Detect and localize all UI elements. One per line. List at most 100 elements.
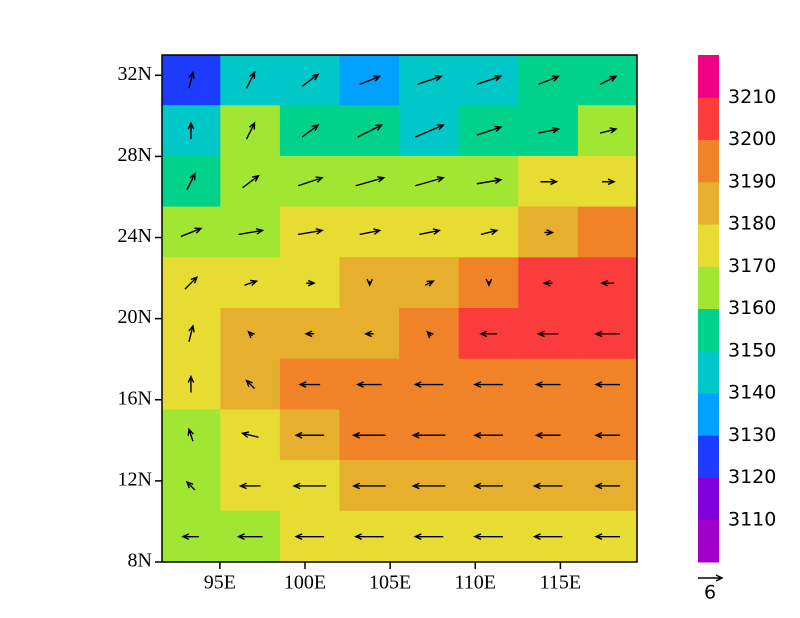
field-layer bbox=[162, 55, 637, 562]
wind-arrow bbox=[532, 533, 563, 540]
colorbar-bin bbox=[698, 224, 719, 267]
wind-arrow bbox=[532, 482, 563, 490]
wind-arrow bbox=[186, 172, 196, 191]
wind-arrow bbox=[185, 480, 196, 491]
y-tick-label: 8N bbox=[128, 550, 152, 572]
wind-arrow bbox=[485, 278, 493, 287]
wind-arrow bbox=[292, 482, 327, 490]
colorbar-label: 3200 bbox=[728, 128, 776, 150]
wind-arrow bbox=[480, 228, 499, 236]
wind-arrow bbox=[301, 124, 320, 138]
field-cell bbox=[577, 206, 637, 259]
wind-arrow bbox=[599, 127, 618, 134]
wind-arrow bbox=[357, 124, 384, 138]
y-tick-label: 12N bbox=[118, 468, 152, 490]
wind-arrow bbox=[181, 533, 199, 540]
wind-arrow bbox=[359, 75, 382, 85]
wind-arrow bbox=[473, 381, 503, 388]
y-tick-label: 16N bbox=[118, 387, 152, 409]
wind-arrow bbox=[411, 482, 446, 490]
wind-arrow bbox=[411, 431, 446, 439]
wind-arrow bbox=[594, 330, 621, 338]
wind-arrow bbox=[245, 70, 256, 89]
wind-arrow bbox=[426, 330, 434, 339]
y-tick-label: 24N bbox=[118, 225, 152, 247]
colorbar-bin bbox=[698, 97, 719, 140]
colorbar-label: 3160 bbox=[728, 297, 776, 319]
wind-arrow bbox=[364, 330, 374, 338]
colorbar-label: 3150 bbox=[728, 339, 776, 361]
wind-arrow bbox=[352, 431, 386, 439]
colorbar-bin bbox=[698, 55, 719, 98]
x-tick-label: 100E bbox=[284, 572, 326, 594]
colorbar-bin bbox=[698, 181, 719, 225]
wind-arrow bbox=[538, 126, 561, 134]
wind-arrow bbox=[187, 427, 194, 442]
wind-arrow bbox=[304, 330, 315, 338]
colorbar-bin bbox=[698, 350, 719, 394]
wind-arrow bbox=[301, 73, 320, 87]
wind-arrow bbox=[297, 176, 324, 187]
reference-arrow bbox=[698, 574, 724, 582]
wind-arrow bbox=[413, 533, 444, 540]
wind-arrow bbox=[298, 381, 321, 388]
wind-arrow bbox=[245, 121, 256, 140]
wind-arrow bbox=[544, 229, 555, 236]
wind-arrow bbox=[356, 381, 382, 388]
colorbar-label: 3180 bbox=[728, 213, 776, 235]
wind-arrow bbox=[602, 178, 616, 186]
colorbar-bin bbox=[698, 477, 719, 521]
colorbar: 3110 3120 3130 3140 3150 3160 3170 3180 3190 3200… bbox=[698, 55, 776, 604]
wind-arrow bbox=[417, 74, 443, 86]
wind-arrow bbox=[242, 174, 260, 189]
wind-arrow bbox=[366, 278, 374, 287]
wind-arrow bbox=[187, 121, 195, 140]
wind-arrow bbox=[600, 279, 615, 287]
colorbar-bin bbox=[698, 519, 719, 563]
wind-arrow bbox=[534, 431, 561, 439]
colorbar-bin bbox=[698, 393, 719, 436]
colorbar-label: 3130 bbox=[728, 424, 776, 446]
colorbar-bin bbox=[698, 308, 719, 352]
colorbar-label: 3140 bbox=[728, 382, 776, 404]
axes: 95E 100E 105E 110E 115E 8N 12N 16N 20N 24N 28N 32N bbox=[118, 63, 582, 594]
colorbar-label: 3120 bbox=[728, 466, 776, 488]
wind-arrow bbox=[306, 279, 316, 287]
x-tick-label: 95E bbox=[204, 572, 236, 594]
wind-arrow bbox=[473, 533, 503, 540]
wind-arrow bbox=[542, 279, 553, 287]
wind-arrow bbox=[359, 228, 382, 236]
wind-arrow bbox=[247, 330, 255, 339]
colorbar-label: 3210 bbox=[728, 86, 776, 108]
colorbar-label: 3110 bbox=[728, 508, 776, 530]
colorbar-bin bbox=[698, 435, 719, 478]
wind-arrow bbox=[536, 330, 559, 338]
wind-layer bbox=[180, 70, 621, 540]
colorbar-label: 3170 bbox=[728, 255, 776, 277]
colorbar-bin bbox=[698, 266, 719, 309]
wind-arrow bbox=[473, 482, 503, 490]
wind-arrow bbox=[415, 124, 445, 138]
y-tick-label: 32N bbox=[118, 63, 152, 85]
colorbar-bin bbox=[698, 139, 719, 183]
wind-arrow bbox=[294, 533, 325, 540]
wind-arrow bbox=[538, 75, 561, 85]
wind-arrow bbox=[354, 533, 384, 540]
wind-arrow bbox=[240, 431, 259, 438]
wind-arrow bbox=[236, 533, 263, 540]
wind-arrow bbox=[419, 228, 441, 236]
wind-arrow bbox=[415, 176, 445, 187]
wind-arrow bbox=[476, 74, 503, 86]
wind-arrow bbox=[599, 75, 618, 85]
wind-arrow bbox=[534, 381, 561, 388]
wind-arrow bbox=[298, 228, 324, 236]
wind-arrow bbox=[188, 324, 195, 343]
colorbar-label: 3190 bbox=[728, 170, 776, 192]
wind-arrow bbox=[424, 280, 435, 287]
wind-arrow bbox=[594, 533, 621, 540]
wind-arrow bbox=[594, 482, 621, 490]
wind-arrow bbox=[245, 379, 256, 390]
y-tick-label: 20N bbox=[118, 306, 152, 328]
x-tick-label: 110E bbox=[455, 572, 496, 594]
